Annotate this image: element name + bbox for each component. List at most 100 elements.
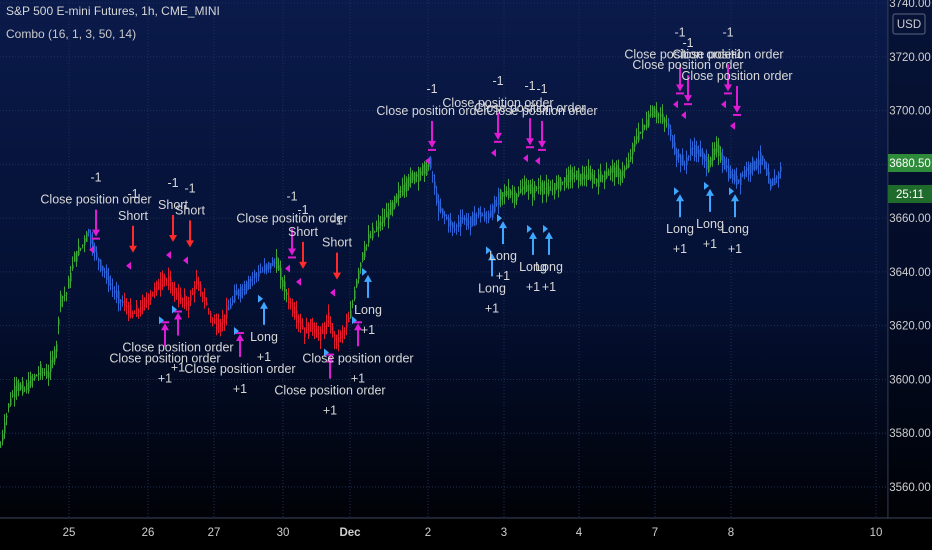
- candle: [650, 105, 652, 118]
- candle-body: [316, 327, 318, 338]
- candle: [56, 340, 58, 359]
- candle: [442, 208, 444, 219]
- candle-body: [264, 264, 266, 272]
- candle: [698, 145, 700, 163]
- signal-type-label: Close position order: [109, 351, 220, 365]
- candle-body: [238, 289, 240, 297]
- candle-body: [22, 381, 24, 394]
- candle: [320, 326, 322, 350]
- candle: [408, 173, 410, 191]
- short-signal[interactable]: -1 Close position order: [624, 25, 736, 109]
- candle-body: [208, 309, 210, 311]
- signal-side-marker: [730, 121, 735, 130]
- candle-body: [590, 172, 592, 179]
- indicator-label[interactable]: Combo (16, 1, 3, 50, 14): [6, 27, 137, 41]
- candle-body: [54, 349, 56, 362]
- signal-type-label: Close position order: [624, 47, 735, 61]
- price-axis-panel[interactable]: [888, 0, 932, 518]
- signal-qty-label: +1: [257, 350, 271, 364]
- candle: [700, 140, 702, 158]
- candle: [506, 186, 508, 198]
- candle: [158, 278, 160, 291]
- long-signal[interactable]: Long +1: [354, 267, 382, 337]
- short-signal[interactable]: -1 Short: [175, 181, 205, 265]
- candle: [586, 165, 588, 187]
- candle: [352, 299, 354, 309]
- candle: [574, 166, 576, 183]
- candle-body: [164, 275, 166, 280]
- long-signal[interactable]: Long +1: [535, 224, 563, 294]
- long-signal[interactable]: Long +1: [666, 187, 694, 256]
- short-signal[interactable]: -1 Short: [158, 176, 188, 259]
- candle-body: [516, 194, 518, 201]
- signal-side-marker: [89, 245, 94, 254]
- signal-qty-label: -1: [722, 25, 733, 39]
- candle-body: [94, 245, 96, 253]
- candle: [8, 403, 10, 413]
- candle-body: [292, 302, 294, 314]
- short-signal[interactable]: -1 Short: [322, 214, 352, 297]
- time-axis-panel[interactable]: [0, 518, 932, 550]
- candle-body: [358, 270, 360, 280]
- currency-box[interactable]: [892, 13, 926, 35]
- signal-qty-label: +1: [351, 371, 365, 385]
- long-signal[interactable]: Long +1: [696, 181, 724, 251]
- candle: [692, 141, 694, 156]
- candle-body: [490, 210, 492, 217]
- long-signal[interactable]: Close position order+1: [302, 316, 414, 385]
- candle: [144, 297, 146, 311]
- signal-side-marker: [721, 100, 726, 109]
- candle-body: [126, 306, 128, 308]
- candle: [204, 288, 206, 309]
- candle: [140, 299, 142, 317]
- candle-body: [140, 306, 142, 314]
- candle-body: [562, 181, 564, 183]
- long-signal[interactable]: Close position order+1: [109, 316, 221, 385]
- long-signal[interactable]: Close position order+1: [274, 348, 386, 418]
- long-signal[interactable]: Close position order+1: [184, 327, 296, 396]
- long-signal[interactable]: Long +1: [519, 224, 547, 294]
- long-signal[interactable]: Long +1: [489, 214, 517, 283]
- candle-body: [502, 192, 504, 197]
- signal-qty-label: -1: [426, 82, 437, 96]
- candle: [326, 314, 328, 335]
- candle-body: [16, 381, 18, 391]
- candle-body: [112, 287, 114, 289]
- symbol-title[interactable]: S&P 500 E-mini Futures, 1h, CME_MINI: [6, 4, 220, 18]
- candle-body: [302, 326, 304, 329]
- candle-body: [162, 275, 164, 288]
- signal-side-marker: [523, 154, 528, 163]
- short-signal[interactable]: -1 Short: [288, 203, 318, 286]
- long-signal[interactable]: Long +1: [478, 246, 506, 315]
- short-signal[interactable]: -1 Short: [118, 187, 148, 270]
- long-signal[interactable]: Long +1: [721, 187, 749, 256]
- candle: [626, 157, 628, 170]
- candle: [2, 429, 4, 446]
- y-tick-label: 3600.00: [889, 374, 931, 386]
- candle-body: [342, 330, 344, 336]
- candle-body: [354, 289, 356, 300]
- candle-body: [576, 170, 578, 180]
- candle-body: [512, 193, 514, 195]
- candle: [392, 200, 394, 217]
- candle-body: [778, 172, 780, 179]
- candle: [470, 216, 472, 236]
- long-signal[interactable]: Long +1: [250, 294, 278, 364]
- long-signal[interactable]: Close position order+1: [122, 305, 234, 375]
- candle: [534, 181, 536, 201]
- candle: [512, 185, 514, 204]
- candle: [330, 316, 332, 334]
- candle: [114, 286, 116, 300]
- candle-body: [574, 175, 576, 177]
- candle: [474, 205, 476, 227]
